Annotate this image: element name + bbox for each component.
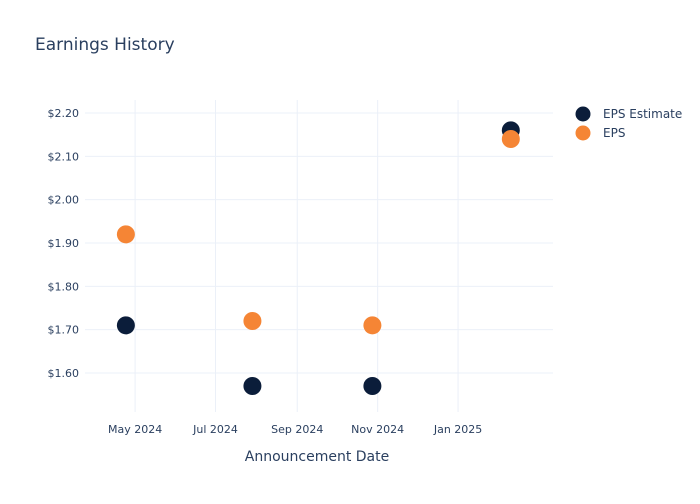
series-point (243, 377, 262, 395)
series-point (116, 316, 135, 335)
legend-marker (575, 125, 591, 141)
x-tick-label: Nov 2024 (351, 423, 404, 436)
legend-marker (575, 106, 591, 122)
series-point (116, 225, 135, 244)
legend-label: EPS (603, 126, 625, 140)
tick-layer: $1.60 $1.70 $1.80 $1.90 $2.00 $2.10 $2.20 May 2… (48, 107, 483, 436)
point-layer (116, 121, 520, 395)
x-tick-label: Jul 2024 (192, 423, 238, 436)
legend: EPS Estimate EPS (575, 106, 682, 141)
chart-title: Earnings History (35, 35, 175, 55)
y-tick-label: $1.70 (48, 324, 80, 337)
x-tick-label: Jan 2025 (433, 423, 482, 436)
x-axis-label: Announcement Date (245, 449, 389, 465)
series-point (501, 130, 520, 148)
y-tick-label: $1.90 (48, 237, 80, 250)
x-tick-label: May 2024 (108, 423, 162, 436)
series-point (363, 316, 382, 335)
x-tick-label: Sep 2024 (271, 423, 323, 436)
y-tick-label: $1.80 (48, 280, 80, 293)
y-tick-label: $2.00 (48, 194, 80, 207)
grid-layer (85, 100, 553, 412)
series-point (363, 377, 382, 395)
y-tick-label: $2.10 (48, 150, 80, 163)
y-tick-label: $1.60 (48, 367, 80, 380)
series-point (243, 312, 262, 330)
y-tick-label: $2.20 (48, 107, 80, 120)
legend-label: EPS Estimate (603, 107, 682, 121)
